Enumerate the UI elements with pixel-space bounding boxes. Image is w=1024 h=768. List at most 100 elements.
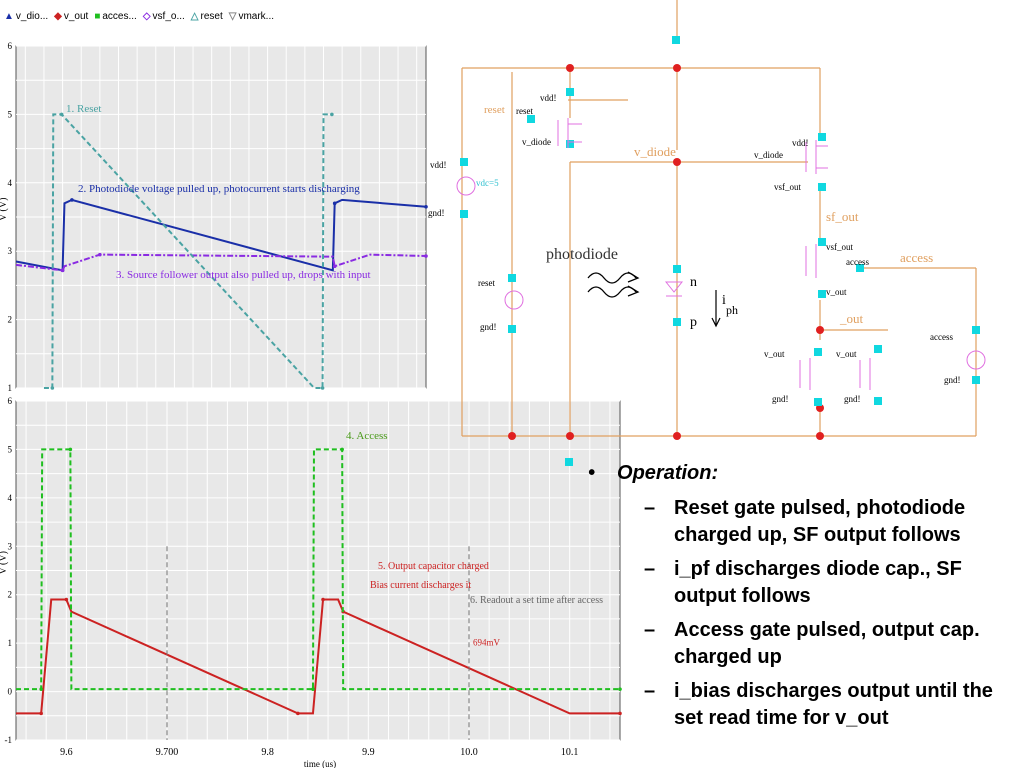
- y-tick-label: 4: [8, 178, 13, 188]
- legend-item: ■ acces...: [94, 8, 137, 24]
- annotation: 6. Readout a set time after access: [470, 595, 603, 606]
- y-tick-label: 2: [8, 315, 13, 325]
- legend-label: vmark...: [238, 10, 274, 22]
- y-tick-label: 3: [8, 246, 13, 256]
- y-tick-label: -1: [5, 735, 13, 745]
- x-tick-label: 9.700: [156, 747, 179, 758]
- operation-step: – Access gate pulsed, output cap. charged…: [588, 617, 1018, 671]
- legend-label: v_dio...: [15, 10, 49, 22]
- operation-step-text: Access gate pulsed, output cap. charged …: [674, 619, 980, 668]
- label-out-net: _out: [839, 311, 864, 326]
- legend-marker-icon: ◆: [54, 10, 62, 22]
- label-gnd-b2: gnd!: [844, 394, 861, 404]
- label-v-diode-net: v_diode: [634, 144, 676, 159]
- label-v-out-c: v_out: [836, 349, 857, 359]
- label-v-out-a: v_out: [826, 287, 847, 297]
- y-tick-label: 4: [8, 493, 13, 503]
- series-point: [332, 201, 337, 206]
- series-point: [98, 252, 102, 257]
- label-i: i: [722, 293, 726, 308]
- series-point: [320, 386, 325, 390]
- legend-label: reset: [200, 10, 223, 22]
- series-line-access: [16, 448, 620, 691]
- pin-squares: [460, 36, 980, 466]
- y-tick-label: 1: [8, 383, 13, 392]
- y-tick-label: 5: [8, 444, 13, 454]
- plot-legend: ▲ v_dio... ◆ v_out ■ acces... ◇ vsf_o... △ reset ▽…: [4, 8, 274, 24]
- light-wave-icon: [587, 271, 640, 298]
- series-point: [321, 597, 325, 602]
- operation-step: – Reset gate pulsed, photodiode charged u…: [588, 495, 1018, 549]
- operation-heading: Operation: [617, 462, 712, 484]
- series-line-v_diode: [15, 198, 427, 272]
- series-line-vsf_out: [15, 253, 427, 272]
- series-point: [332, 264, 337, 269]
- y-tick-label: 1: [8, 638, 13, 648]
- label-gnd-reset: gnd!: [480, 322, 497, 332]
- label-vsf-out-a: vsf_out: [774, 182, 801, 192]
- label-vdd-reset: vdd!: [540, 93, 557, 103]
- operation-step: – i_pf discharges diode cap., SF output f…: [588, 556, 1018, 610]
- y-tick-label: 0: [8, 687, 13, 697]
- annotation: 5. Output capacitor charged: [378, 561, 489, 572]
- operation-step-text: Reset gate pulsed, photodiode charged up…: [674, 497, 966, 546]
- legend-marker-icon: ■: [94, 10, 101, 22]
- series-point: [59, 112, 64, 117]
- label-access-src: access: [930, 332, 953, 342]
- legend-marker-icon: ▲: [4, 10, 14, 22]
- label-reset-pin: reset: [516, 106, 533, 116]
- legend-label: acces...: [102, 10, 137, 22]
- series-line-reset: [43, 113, 332, 389]
- label-n-terminal: n: [690, 275, 697, 290]
- label-ph: ph: [726, 303, 738, 317]
- operation-notes: • Operation: – Reset gate pulsed, photodi…: [588, 462, 1018, 739]
- annotation: 4. Access: [346, 430, 388, 442]
- x-tick-label: 10.0: [460, 747, 478, 758]
- y-tick-label: 6: [8, 396, 13, 406]
- legend-item: ◇ vsf_o...: [143, 8, 185, 24]
- legend-label: vsf_o...: [152, 10, 185, 22]
- label-v-diode-b: v_diode: [754, 150, 783, 160]
- annotation: 1. Reset: [66, 103, 101, 115]
- bottom-waveform-chart: -1 0 1 2 3 4 5 6 V (V) 9.6 9.700 9.8 9.9 10.0 10.1 time…: [0, 396, 622, 768]
- annotation: Bias current discharges it: [370, 580, 471, 591]
- current-arrow: [711, 290, 721, 328]
- legend-item: ▲ v_dio...: [4, 8, 48, 24]
- label-access-net: access: [900, 250, 933, 265]
- operation-step: – i_bias discharges output until the set …: [588, 678, 1018, 732]
- operation-step-text: i_bias discharges output until the set r…: [674, 680, 993, 729]
- series-line-v_out: [16, 598, 620, 715]
- series-point: [60, 268, 65, 273]
- label-access-pin: access: [846, 257, 869, 267]
- label-sf-out-net: sf_out: [826, 209, 859, 224]
- marker-label: 694mV: [473, 638, 501, 648]
- y-axis-label: V (V): [0, 551, 9, 574]
- legend-item: △ reset: [191, 8, 223, 24]
- series-point: [618, 711, 622, 716]
- series-point: [424, 204, 428, 209]
- label-p-terminal: p: [690, 315, 697, 330]
- label-reset-src: reset: [478, 278, 495, 288]
- series-point: [68, 447, 73, 452]
- legend-marker-icon: ▽: [228, 10, 237, 22]
- label-v-out-b: v_out: [764, 349, 785, 359]
- label-photodiode: photodiode: [546, 246, 618, 263]
- y-tick-label: 2: [8, 590, 13, 600]
- y-tick-label: 6: [8, 41, 13, 51]
- x-axis-label: time (us): [304, 759, 336, 768]
- series-point: [39, 711, 43, 716]
- label-reset-net: reset: [484, 104, 505, 116]
- label-gnd-b1: gnd!: [772, 394, 789, 404]
- series-point: [330, 112, 334, 117]
- series-point: [311, 687, 315, 691]
- label-vsf-out-b: vsf_out: [826, 242, 853, 252]
- pixel-schematic: vdd! gnd! vdc=5 reset reset vdd! v_diode…: [428, 0, 986, 466]
- junction-dots: [508, 64, 824, 440]
- y-tick-label: 5: [8, 109, 13, 119]
- device-symbols: [456, 118, 986, 390]
- label-v-diode-a: v_diode: [522, 137, 551, 147]
- label-vdd-left: vdd!: [430, 160, 447, 170]
- y-axis-label: V (V): [0, 198, 9, 221]
- x-tick-label: 9.6: [60, 747, 73, 758]
- label-vdd-sf: vdd!: [792, 138, 809, 148]
